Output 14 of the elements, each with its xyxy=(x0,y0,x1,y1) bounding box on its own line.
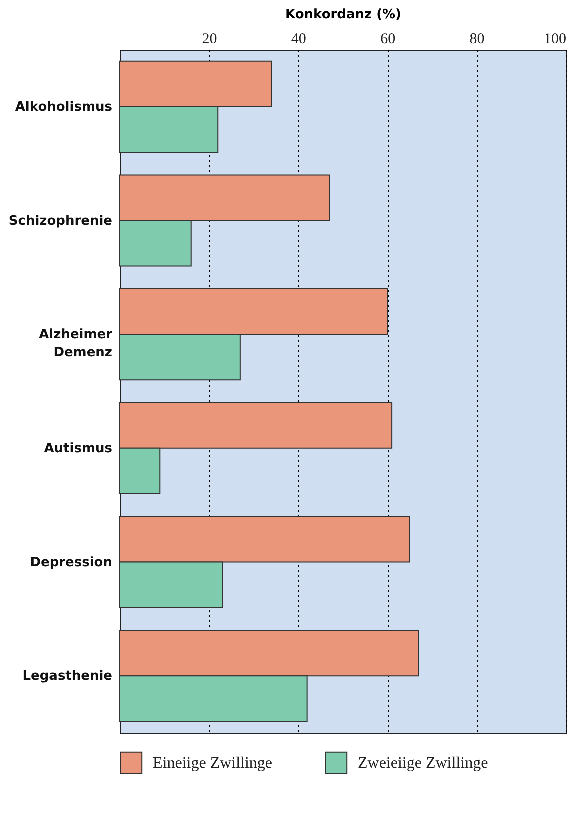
y-tick-label: Depression xyxy=(30,555,112,570)
y-tick-label: Autismus xyxy=(44,441,113,456)
x-tick-label: 40 xyxy=(291,32,306,48)
x-tick-label: 20 xyxy=(202,32,218,48)
y-tick-label: Alzheimer Demenz xyxy=(39,328,114,361)
x-axis-title: Konkordanz (%) xyxy=(285,8,402,22)
x-tick-label: 100 xyxy=(544,32,566,48)
legend-label: Zweieiige Zwillinge xyxy=(358,754,488,772)
legend-label: Eineiige Zwillinge xyxy=(153,754,273,772)
y-tick-label: Schizophrenie xyxy=(8,214,113,229)
x-tick-label: 80 xyxy=(470,32,485,48)
x-tick-label: 60 xyxy=(380,32,396,48)
y-tick-label: Alkoholismus xyxy=(15,100,113,115)
y-tick-label: Legasthenie xyxy=(22,669,113,684)
